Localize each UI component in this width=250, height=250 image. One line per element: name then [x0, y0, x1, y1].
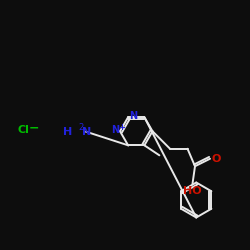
Text: −: − [29, 122, 39, 134]
Text: HO: HO [183, 186, 202, 196]
Text: N: N [82, 127, 92, 137]
Text: +: + [118, 123, 125, 132]
Text: Cl: Cl [18, 125, 29, 135]
Text: O: O [211, 154, 221, 164]
Text: H: H [63, 127, 72, 137]
Text: 2: 2 [79, 123, 84, 132]
Text: N: N [111, 125, 119, 135]
Text: N: N [130, 111, 138, 121]
